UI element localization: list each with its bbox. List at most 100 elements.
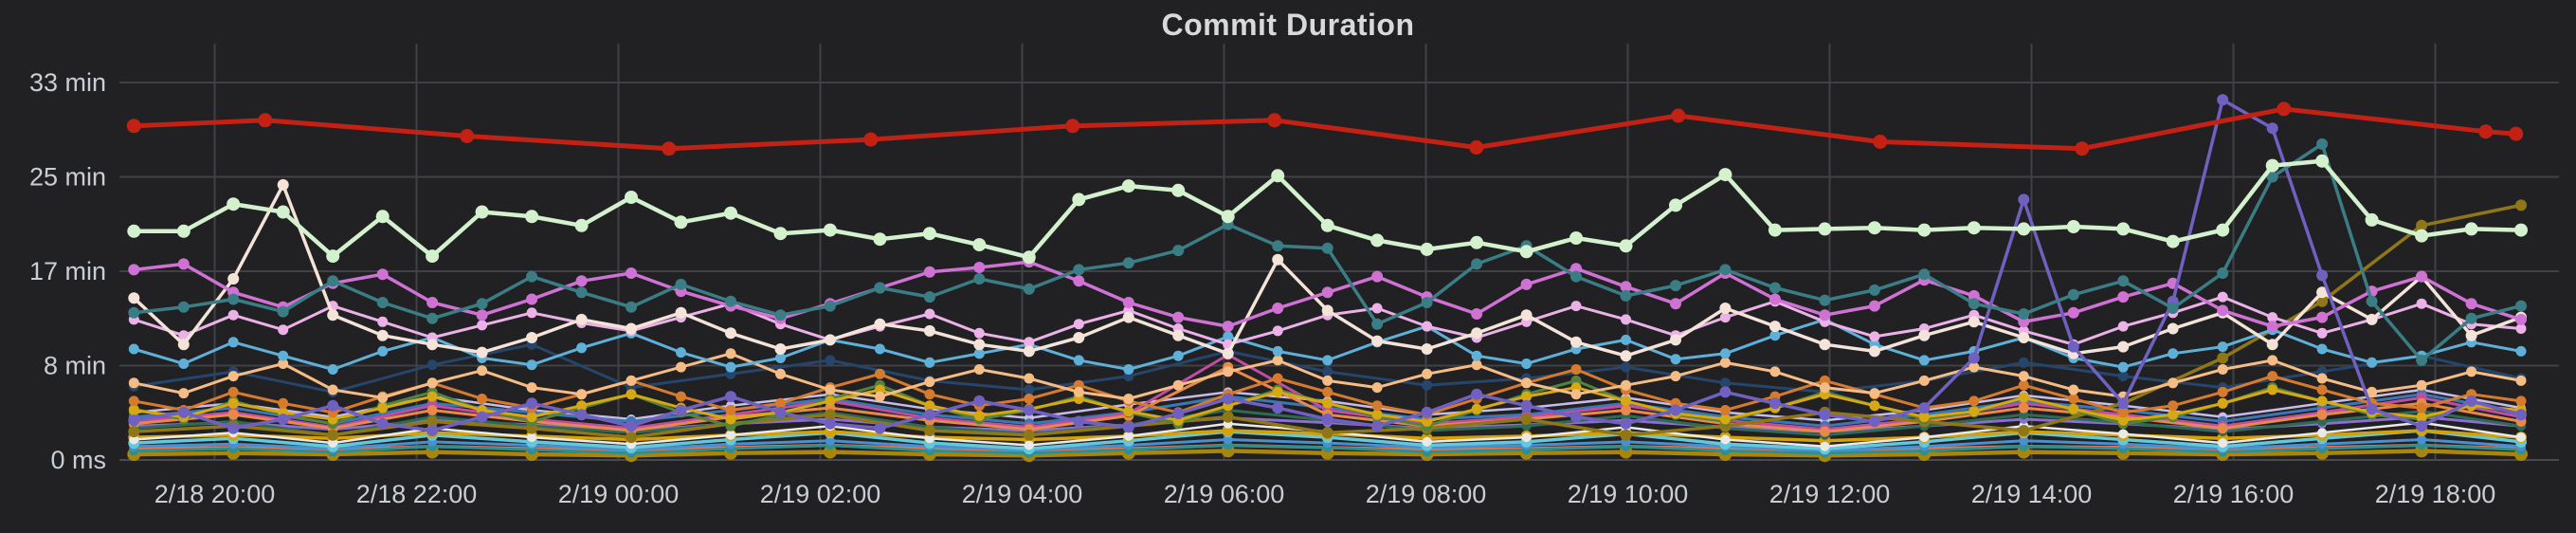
data-point-white[interactable] xyxy=(1123,431,1134,441)
data-point-dark-teal[interactable] xyxy=(2515,300,2527,312)
series-red[interactable] xyxy=(126,101,2524,156)
data-point-white[interactable] xyxy=(1521,432,1532,443)
data-point-cream[interactable] xyxy=(2316,286,2329,299)
data-point-slate-purple[interactable] xyxy=(1520,399,1533,412)
data-point-pale-mint[interactable] xyxy=(922,227,936,241)
data-point-peach[interactable] xyxy=(924,377,935,388)
data-point-lavender-pink[interactable] xyxy=(2117,321,2129,332)
data-point-orange[interactable] xyxy=(1570,364,1582,375)
data-point-cream[interactable] xyxy=(2266,339,2278,351)
data-point-dark-teal[interactable] xyxy=(973,273,986,285)
data-point-dark-teal[interactable] xyxy=(2366,295,2378,307)
data-point-dark-teal[interactable] xyxy=(1371,318,1384,330)
data-point-peach[interactable] xyxy=(377,392,389,403)
data-point-flat-amber[interactable] xyxy=(1222,425,1234,436)
data-point-dark-teal[interactable] xyxy=(2465,312,2477,324)
data-point-white[interactable] xyxy=(924,433,934,444)
data-point-pale-mint[interactable] xyxy=(823,223,837,237)
data-point-peach[interactable] xyxy=(1570,389,1582,400)
data-point-slate-purple[interactable] xyxy=(774,406,787,418)
data-point-red[interactable] xyxy=(126,119,141,134)
data-point-cream[interactable] xyxy=(1769,321,1781,333)
data-point-white[interactable] xyxy=(2317,428,2328,438)
data-point-sky-blue[interactable] xyxy=(676,347,686,358)
data-point-dark-teal[interactable] xyxy=(1321,242,1333,254)
data-point-sky-blue[interactable] xyxy=(377,345,389,357)
data-point-dark-teal[interactable] xyxy=(327,275,339,287)
data-point-cream[interactable] xyxy=(575,313,588,325)
data-point-pale-mint[interactable] xyxy=(1171,183,1186,197)
data-point-gold[interactable] xyxy=(2217,397,2228,409)
data-point-dark-teal[interactable] xyxy=(1819,294,1831,306)
data-point-sky-blue[interactable] xyxy=(725,361,736,373)
data-point-pale-mint[interactable] xyxy=(2415,229,2429,243)
data-point-dark-teal[interactable] xyxy=(1122,257,1134,269)
data-point-navy[interactable] xyxy=(426,359,438,371)
data-point-pale-mint[interactable] xyxy=(1271,169,1285,183)
data-point-lavender-pink[interactable] xyxy=(526,307,537,319)
data-point-flat-blue[interactable] xyxy=(825,435,835,446)
data-point-dark-teal[interactable] xyxy=(1570,270,1582,283)
data-point-peach[interactable] xyxy=(128,377,139,389)
data-point-orchid[interactable] xyxy=(1620,281,1632,293)
data-point-navy[interactable] xyxy=(1024,384,1035,395)
data-point-gold[interactable] xyxy=(377,402,389,414)
data-point-slate-purple[interactable] xyxy=(1023,404,1035,416)
data-point-sky-blue[interactable] xyxy=(1719,348,1731,359)
data-point-gold[interactable] xyxy=(526,412,537,423)
data-point-slate-purple[interactable] xyxy=(1620,417,1632,430)
data-point-pale-mint[interactable] xyxy=(1867,221,1881,235)
data-point-orchid[interactable] xyxy=(1073,275,1085,287)
data-point-peach[interactable] xyxy=(775,368,786,379)
data-point-flat-blue[interactable] xyxy=(2019,435,2029,446)
data-point-dark-teal[interactable] xyxy=(376,297,389,308)
data-point-slate-purple[interactable] xyxy=(1471,388,1483,400)
data-point-cream[interactable] xyxy=(2018,332,2030,343)
data-point-slate-purple[interactable] xyxy=(1222,393,1234,405)
data-point-pale-mint[interactable] xyxy=(1569,231,1583,245)
data-point-slate-purple[interactable] xyxy=(1719,386,1732,398)
data-point-orange[interactable] xyxy=(477,394,488,404)
data-point-slate-purple[interactable] xyxy=(1421,406,1433,418)
data-point-red[interactable] xyxy=(1671,108,1686,123)
data-point-dark-teal[interactable] xyxy=(1968,298,1980,310)
data-point-lavender-pink[interactable] xyxy=(1621,314,1631,325)
data-point-cream[interactable] xyxy=(824,334,836,346)
data-point-cream[interactable] xyxy=(675,306,687,319)
data-point-slate-purple[interactable] xyxy=(973,395,986,407)
data-point-orange[interactable] xyxy=(1024,394,1035,404)
data-point-peach[interactable] xyxy=(227,371,239,382)
data-point-dark-teal[interactable] xyxy=(675,278,687,290)
data-point-peach[interactable] xyxy=(2168,377,2179,389)
data-point-navy[interactable] xyxy=(2117,371,2129,382)
series-cream[interactable] xyxy=(128,178,2527,362)
data-point-lavender-pink[interactable] xyxy=(1719,312,1731,323)
data-point-cream[interactable] xyxy=(1421,343,1433,355)
data-point-pale-mint[interactable] xyxy=(1320,218,1334,232)
data-point-pale-mint[interactable] xyxy=(2514,223,2528,237)
data-point-peach[interactable] xyxy=(1422,368,1433,379)
data-point-lavender-pink[interactable] xyxy=(973,327,985,339)
data-point-slate-purple[interactable] xyxy=(2217,94,2229,106)
data-point-pale-mint[interactable] xyxy=(972,238,987,252)
data-point-dark-teal[interactable] xyxy=(426,312,439,324)
data-point-gold[interactable] xyxy=(2117,414,2129,426)
data-point-pale-mint[interactable] xyxy=(276,205,290,219)
data-point-cream[interactable] xyxy=(1371,335,1384,347)
data-point-lavender-pink[interactable] xyxy=(1371,303,1383,314)
data-point-white[interactable] xyxy=(129,434,139,445)
data-point-slate-purple[interactable] xyxy=(1272,402,1284,414)
data-point-gold[interactable] xyxy=(2068,403,2079,414)
data-point-sky-blue[interactable] xyxy=(924,357,935,368)
data-point-slate-purple[interactable] xyxy=(376,417,389,430)
data-point-sky-blue[interactable] xyxy=(2316,343,2328,355)
data-point-orange[interactable] xyxy=(1968,395,1980,407)
data-point-orange-bright[interactable] xyxy=(2316,409,2328,420)
data-point-gold[interactable] xyxy=(1719,414,1731,425)
data-point-slate-purple[interactable] xyxy=(2018,193,2030,206)
data-point-cream[interactable] xyxy=(923,324,935,337)
data-point-sky-blue[interactable] xyxy=(227,337,239,348)
data-point-peach[interactable] xyxy=(825,384,836,395)
data-point-sky-blue[interactable] xyxy=(2367,357,2378,368)
data-point-orchid[interactable] xyxy=(2067,306,2079,319)
